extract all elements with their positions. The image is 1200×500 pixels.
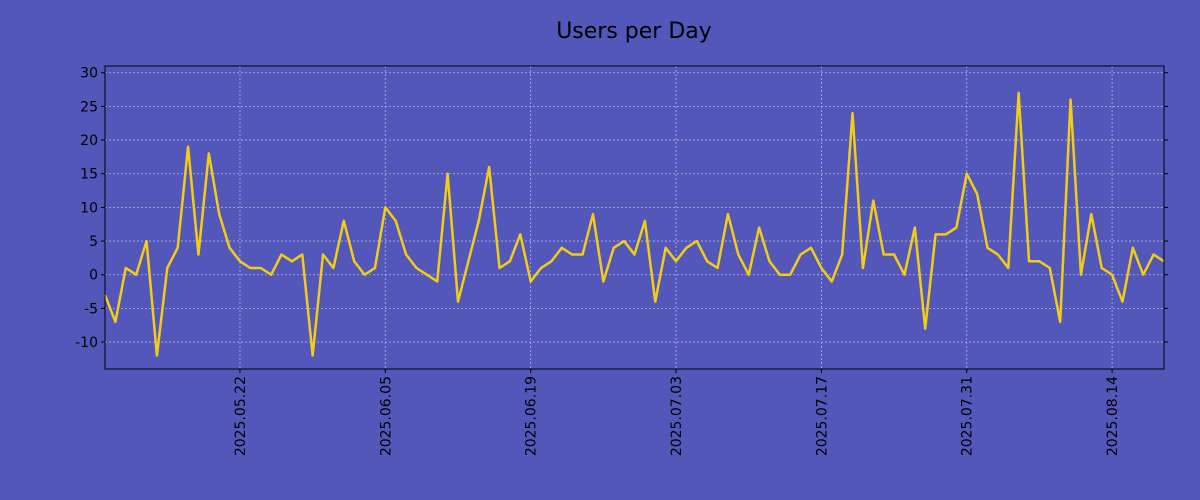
grid <box>105 66 1164 369</box>
axes: -10 -5 0 5 10 15 20 25 30 2025.05.22 2025.06.05 202… <box>75 65 1168 456</box>
y-tick-label: 20 <box>80 133 98 149</box>
y-tick-label: -5 <box>84 301 98 317</box>
y-tick-label: 25 <box>80 99 98 115</box>
y-tick-label: 0 <box>89 268 98 284</box>
x-tick-label: 2025.06.19 <box>524 376 540 456</box>
y-tick-label: 10 <box>80 200 98 216</box>
series-line-users <box>103 91 1165 357</box>
x-tick-label: 2025.06.05 <box>378 376 394 456</box>
chart-title: Users per Day <box>556 19 712 44</box>
y-tick-label: -10 <box>75 335 98 351</box>
x-tick-label: 2025.07.17 <box>814 376 830 456</box>
y-tick-label: 30 <box>80 66 98 82</box>
y-tick-label: 15 <box>80 167 98 183</box>
series-layer <box>103 91 1165 357</box>
x-tick-label: 2025.07.03 <box>669 376 685 456</box>
x-tick-label: 2025.07.31 <box>960 376 976 456</box>
x-tick-label: 2025.05.22 <box>233 376 249 456</box>
y-tick-label: 5 <box>89 234 98 250</box>
x-tick-label: 2025.08.14 <box>1105 376 1121 456</box>
plot-frame <box>104 65 1165 370</box>
